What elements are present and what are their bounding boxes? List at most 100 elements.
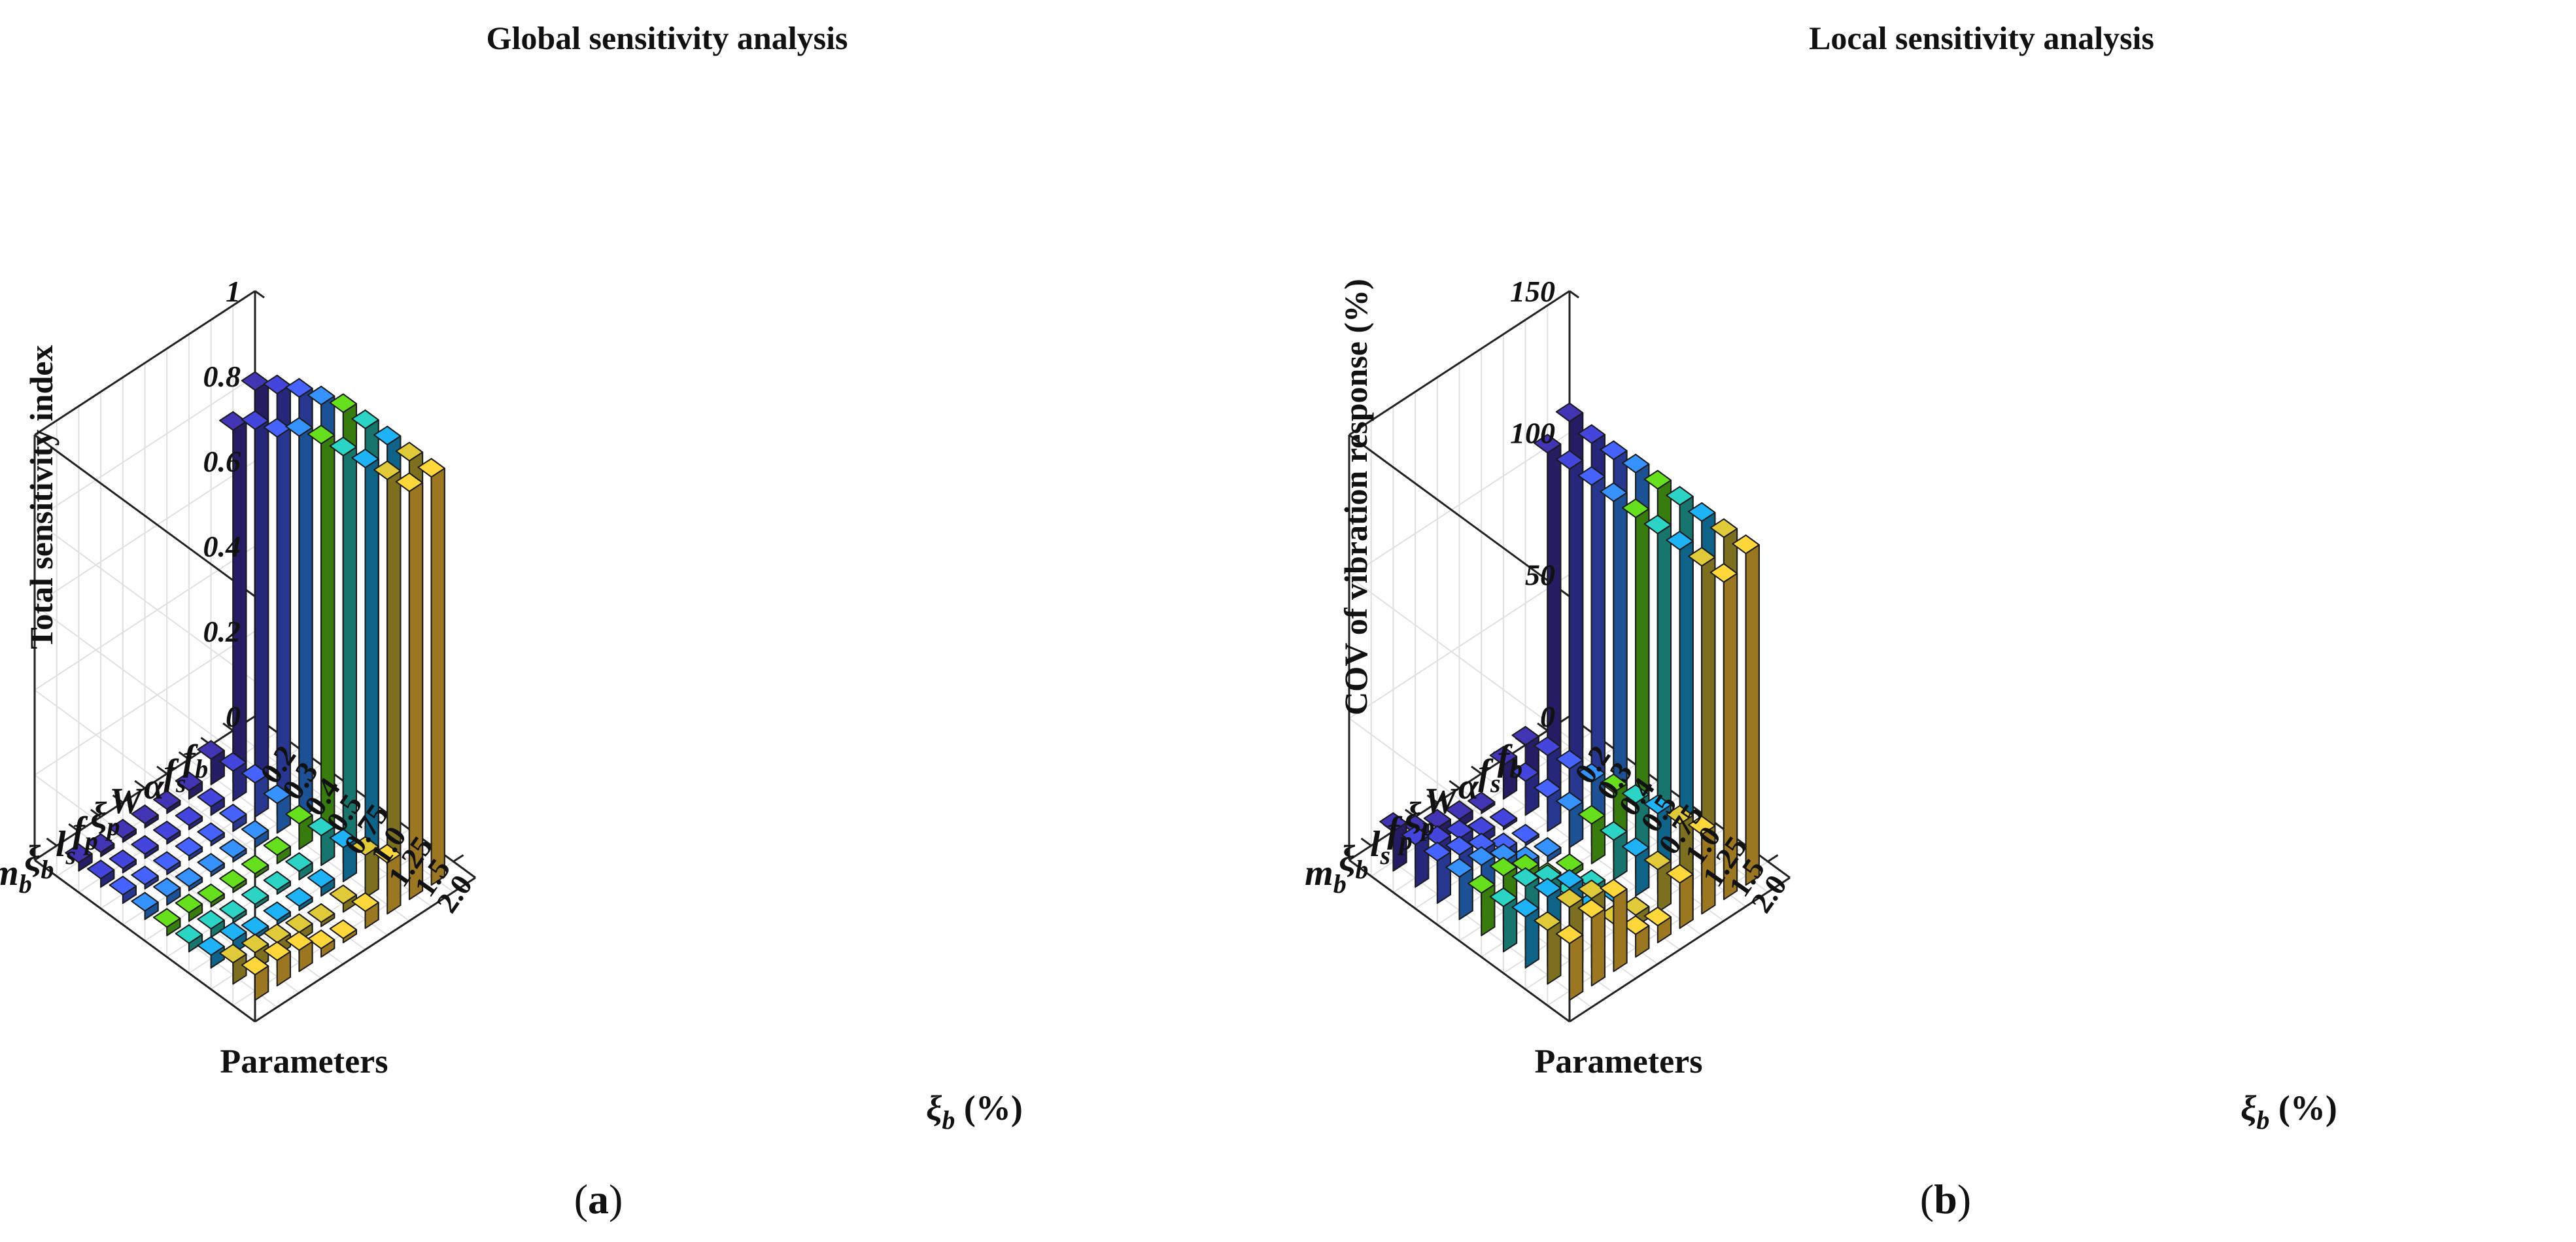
axis-edge	[34, 859, 256, 1023]
bar-top-face	[1489, 887, 1518, 907]
bar-top-face	[86, 833, 115, 854]
parameter-tick-label: ξb	[1339, 838, 1368, 884]
bar-top-face	[417, 458, 445, 478]
parameter-tick-label: mb	[1305, 853, 1347, 899]
z-axis-label: Total sensitivity index	[23, 345, 60, 649]
bar-3d	[153, 790, 181, 814]
bar-3d	[285, 931, 313, 973]
bar-top-face	[1577, 804, 1606, 825]
z-tick-label: 0.4	[203, 530, 241, 563]
bar-top-face	[1577, 424, 1606, 444]
bar-3d	[109, 849, 137, 874]
z-tick-mark	[254, 290, 265, 299]
bar-top-face	[1600, 878, 1628, 899]
bar-3d	[307, 816, 335, 867]
bar-top-face	[1555, 869, 1584, 889]
bar-top-face	[307, 816, 335, 837]
bar-3d	[351, 836, 379, 899]
bar-top-face	[395, 441, 424, 462]
bar-top-face	[1555, 888, 1584, 908]
bar-top-face	[1534, 736, 1562, 757]
bar-3d	[219, 838, 247, 863]
z-tick-label: 50	[1525, 558, 1555, 591]
bar-3d	[86, 859, 115, 888]
bar-3d	[395, 472, 424, 901]
bar-top-face	[263, 418, 291, 438]
bar-3d	[1600, 878, 1628, 973]
bar-top-face	[1643, 470, 1672, 490]
axis-edge	[1348, 434, 1570, 598]
bar-top-face	[219, 751, 247, 772]
parameter-tick-label: ξp	[90, 795, 120, 841]
bar-top-face	[175, 771, 203, 791]
bar-3d	[131, 835, 159, 859]
parameter-tick-mark	[90, 808, 101, 818]
parameter-tick-mark	[1360, 837, 1372, 847]
bar-top-face	[1709, 563, 1738, 583]
bar-top-face	[285, 887, 313, 907]
bar-top-face	[1489, 746, 1518, 766]
bar-3d	[1577, 466, 1606, 804]
axis-edge	[34, 434, 256, 598]
bar-side-face	[1590, 908, 1606, 987]
bar-top-face	[1489, 857, 1518, 877]
parameter-tick-label: α	[1458, 767, 1479, 807]
bar-top-face	[263, 901, 291, 922]
chart-panel-b: Local sensitivity analysis COV of vibrati…	[1305, 20, 2337, 1135]
axis-edge	[254, 876, 476, 1023]
bar-3d	[153, 877, 181, 906]
bar-3d	[175, 867, 203, 891]
bar-3d	[131, 891, 159, 920]
bar-3d	[1511, 823, 1539, 847]
parameter-tick-label: fp	[1387, 810, 1413, 855]
bar-top-face	[1445, 800, 1473, 820]
bar-top-face	[373, 844, 402, 864]
bar-top-face	[197, 822, 225, 842]
bars	[65, 371, 445, 1001]
z-tick-label: 0.2	[203, 615, 241, 648]
bar-top-face	[1534, 837, 1562, 857]
bar-top-face	[351, 409, 379, 430]
bar-top-face	[197, 740, 225, 760]
bar-top-face	[329, 884, 357, 905]
bar-3d	[241, 819, 269, 848]
parameter-tick-label: α	[144, 767, 165, 807]
bar-top-face	[219, 944, 247, 964]
bar-3d	[219, 804, 247, 833]
bar-top-face	[1511, 726, 1539, 746]
bar-top-face	[263, 941, 291, 961]
bar-top-face	[1643, 906, 1672, 927]
bar-top-face	[263, 871, 291, 891]
chart-title: Global sensitivity analysis	[487, 20, 848, 56]
bar-top-face	[373, 460, 402, 481]
bar-side-face	[1524, 907, 1539, 969]
bar-top-face	[1379, 812, 1407, 832]
parameter-tick-mark	[1537, 722, 1549, 732]
bar-top-face	[153, 851, 181, 871]
bar-3d	[1468, 874, 1496, 937]
bar-top-face	[395, 472, 424, 492]
bar-3d	[373, 460, 402, 884]
bar-top-face	[329, 828, 357, 848]
bar-3d	[131, 865, 159, 890]
bar-top-face	[241, 764, 269, 784]
bar-top-face	[175, 867, 203, 888]
bar-3d	[285, 852, 313, 881]
bar-top-face	[1600, 773, 1628, 793]
bar-top-face	[307, 385, 335, 405]
bar-top-face	[1423, 842, 1451, 862]
z-tick-label: 100	[1510, 417, 1555, 450]
parameter-tick-label: W	[109, 781, 145, 821]
parameter-tick-label: ls	[56, 824, 76, 870]
bar-3d	[329, 919, 357, 944]
bar-top-face	[175, 837, 203, 857]
bar-3d	[197, 884, 225, 908]
bar-3d	[1489, 887, 1518, 953]
bar-top-face	[197, 787, 225, 808]
bar-top-face	[1445, 836, 1473, 856]
bar-top-face	[109, 849, 137, 869]
bar-side-face	[1569, 934, 1584, 1001]
bar-side-face	[1569, 459, 1584, 787]
bar-top-face	[109, 819, 137, 839]
bar-3d	[241, 410, 269, 787]
